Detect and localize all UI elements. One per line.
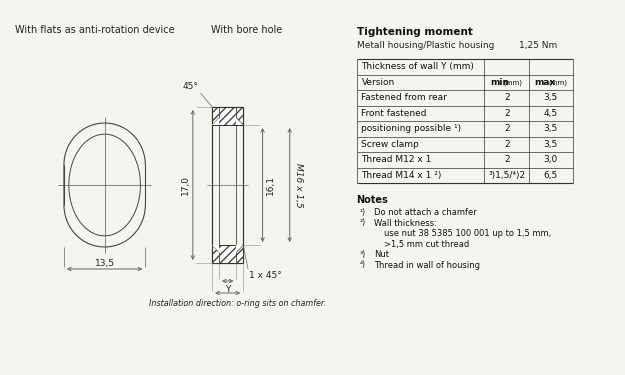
Text: Installation direction: o-ring sits on chamfer.: Installation direction: o-ring sits on c…	[149, 298, 326, 307]
Text: 2: 2	[504, 109, 509, 118]
Text: M16 x 1,5: M16 x 1,5	[294, 163, 302, 207]
Text: Thread M14 x 1 ²): Thread M14 x 1 ²)	[361, 171, 442, 180]
Text: 2: 2	[504, 155, 509, 164]
Text: Fastened from rear: Fastened from rear	[361, 93, 448, 102]
Text: 2: 2	[504, 140, 509, 149]
Polygon shape	[236, 118, 243, 125]
Text: (mm): (mm)	[549, 79, 568, 86]
Text: 6,5: 6,5	[544, 171, 558, 180]
Text: ³)1,5/⁴)2: ³)1,5/⁴)2	[488, 171, 526, 180]
Polygon shape	[236, 245, 243, 252]
Text: (mm): (mm)	[504, 79, 523, 86]
Text: use nut 38 5385 100 001 up to 1,5 mm,: use nut 38 5385 100 001 up to 1,5 mm,	[384, 229, 551, 238]
Text: Thread M12 x 1: Thread M12 x 1	[361, 155, 432, 164]
Text: 4,5: 4,5	[544, 109, 558, 118]
Text: 13,5: 13,5	[94, 259, 114, 268]
Text: Thickness of wall Y (mm): Thickness of wall Y (mm)	[361, 62, 474, 71]
Text: min: min	[490, 78, 509, 87]
Text: positioning possible ¹): positioning possible ¹)	[361, 124, 461, 133]
Text: ⁴): ⁴)	[359, 261, 366, 270]
Text: ³): ³)	[359, 250, 366, 259]
Text: 2: 2	[504, 124, 509, 133]
Text: 1,25 Nm: 1,25 Nm	[519, 41, 558, 50]
Text: Do not attach a chamfer: Do not attach a chamfer	[374, 208, 477, 217]
Text: 45°: 45°	[182, 82, 199, 91]
Text: Front fastened: Front fastened	[361, 109, 427, 118]
Text: 17,0: 17,0	[181, 175, 190, 195]
Text: >1,5 mm cut thread: >1,5 mm cut thread	[384, 240, 469, 249]
Text: Notes: Notes	[357, 195, 388, 205]
Text: 16,1: 16,1	[266, 175, 274, 195]
Text: 3,0: 3,0	[544, 155, 558, 164]
Text: Tightening moment: Tightening moment	[357, 27, 472, 37]
Text: 1 x 45°: 1 x 45°	[249, 271, 282, 280]
Text: With flats as anti-rotation device: With flats as anti-rotation device	[15, 25, 175, 35]
Text: Thread in wall of housing: Thread in wall of housing	[374, 261, 480, 270]
Text: Wall thickness:: Wall thickness:	[374, 219, 437, 228]
Text: 3,5: 3,5	[544, 140, 558, 149]
Text: 3,5: 3,5	[544, 93, 558, 102]
Text: max: max	[534, 78, 555, 87]
Text: 2: 2	[504, 93, 509, 102]
Text: Y: Y	[225, 285, 231, 294]
Polygon shape	[213, 118, 219, 125]
Text: 3,5: 3,5	[544, 124, 558, 133]
Text: Nut: Nut	[374, 250, 389, 259]
Text: Metall housing/Plastic housing: Metall housing/Plastic housing	[357, 41, 494, 50]
Bar	[213, 107, 243, 125]
Text: Screw clamp: Screw clamp	[361, 140, 419, 149]
Bar	[213, 245, 243, 263]
Text: ¹): ¹)	[359, 208, 366, 217]
Polygon shape	[213, 245, 219, 252]
Text: With bore hole: With bore hole	[211, 25, 282, 35]
Text: ²): ²)	[359, 219, 366, 228]
Text: Version: Version	[361, 78, 394, 87]
